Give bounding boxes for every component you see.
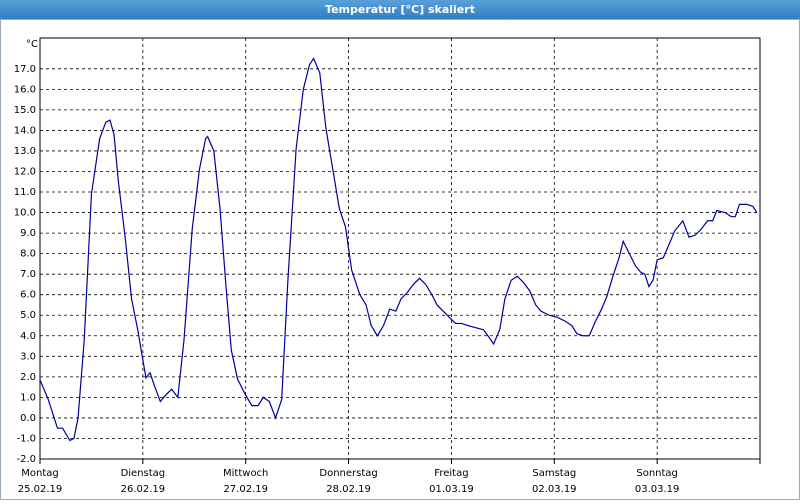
temperature-line bbox=[39, 57, 758, 442]
y-tick-label: 0.0 bbox=[20, 413, 36, 424]
y-tick-label: 16.0 bbox=[14, 84, 36, 95]
y-tick-label: 14.0 bbox=[14, 125, 36, 136]
y-tick-label: 5.0 bbox=[20, 310, 36, 321]
y-tick-label: 12.0 bbox=[14, 166, 36, 177]
x-tick-label: Montag bbox=[21, 468, 58, 479]
y-tick-label: 7.0 bbox=[20, 269, 36, 280]
y-tick-label: 17.0 bbox=[14, 64, 36, 75]
y-tick-label: 15.0 bbox=[14, 105, 36, 116]
x-tick-date: 25.02.19 bbox=[18, 484, 63, 495]
y-tick-label: 4.0 bbox=[20, 331, 36, 342]
x-tick-date: 02.03.19 bbox=[532, 484, 577, 495]
x-tick-date: 01.03.19 bbox=[429, 484, 474, 495]
x-tick-date: 28.02.19 bbox=[326, 484, 371, 495]
x-tick-label: Samstag bbox=[532, 468, 576, 479]
y-tick-label: 10.0 bbox=[14, 208, 36, 219]
x-tick-label: Sonntag bbox=[636, 468, 678, 479]
y-axis-unit: °C bbox=[26, 39, 38, 50]
y-tick-label: 1.0 bbox=[20, 392, 36, 403]
x-tick-label: Dienstag bbox=[121, 468, 166, 479]
y-tick-label: 2.0 bbox=[20, 372, 36, 383]
y-tick-label: 9.0 bbox=[20, 228, 36, 239]
chart-title: Temperatur [°C] skaliert bbox=[325, 3, 475, 16]
y-tick-label: 11.0 bbox=[14, 187, 36, 198]
x-tick-label: Mittwoch bbox=[223, 468, 268, 479]
x-tick-date: 03.03.19 bbox=[635, 484, 680, 495]
y-tick-label: -2.0 bbox=[16, 454, 36, 465]
x-tick-date: 26.02.19 bbox=[121, 484, 166, 495]
y-tick-label: 8.0 bbox=[20, 249, 36, 260]
x-tick-date: 27.02.19 bbox=[223, 484, 268, 495]
x-tick-label: Freitag bbox=[434, 468, 468, 479]
y-tick-label: 6.0 bbox=[20, 290, 36, 301]
y-tick-label: 13.0 bbox=[14, 146, 36, 157]
title-bar bbox=[0, 0, 800, 19]
y-tick-label: 3.0 bbox=[20, 351, 36, 362]
x-tick-label: Donnerstag bbox=[319, 468, 377, 479]
y-tick-label: -1.0 bbox=[16, 433, 36, 444]
window-border bbox=[0, 19, 800, 500]
